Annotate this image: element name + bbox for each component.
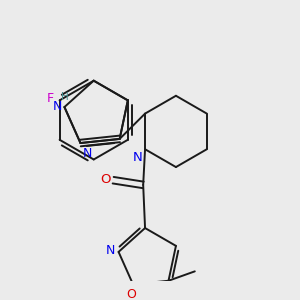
Text: H: H	[61, 92, 68, 102]
Text: F: F	[47, 92, 54, 105]
Text: N: N	[53, 100, 63, 112]
Text: O: O	[100, 173, 110, 186]
Text: N: N	[133, 151, 142, 164]
Text: N: N	[82, 147, 92, 160]
Text: O: O	[126, 288, 136, 300]
Text: N: N	[105, 244, 115, 256]
